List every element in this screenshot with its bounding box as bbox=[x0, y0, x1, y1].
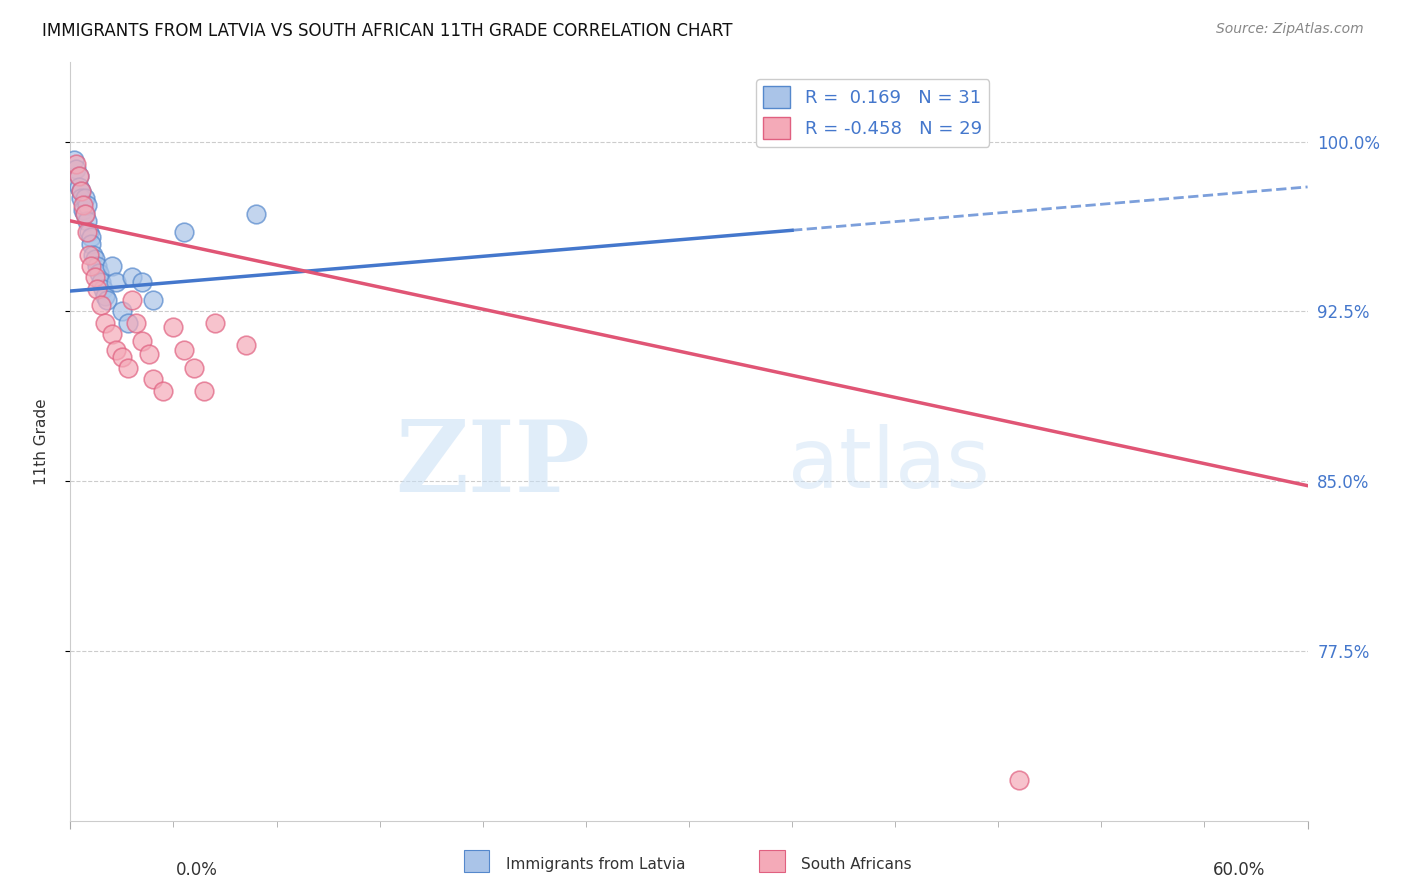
Point bbox=[94, 288, 117, 302]
Text: South Africans: South Africans bbox=[801, 857, 912, 871]
Point bbox=[111, 304, 134, 318]
Point bbox=[73, 207, 96, 221]
Point bbox=[67, 169, 90, 183]
Text: IMMIGRANTS FROM LATVIA VS SOUTH AFRICAN 11TH GRADE CORRELATION CHART: IMMIGRANTS FROM LATVIA VS SOUTH AFRICAN … bbox=[42, 22, 733, 40]
Point bbox=[77, 225, 100, 239]
Point bbox=[173, 343, 195, 357]
Point bbox=[138, 347, 160, 361]
Point bbox=[65, 157, 87, 171]
Point bbox=[94, 316, 117, 330]
Point bbox=[77, 248, 100, 262]
Point bbox=[76, 214, 98, 228]
Point bbox=[117, 361, 139, 376]
Point bbox=[142, 293, 165, 307]
Point bbox=[173, 225, 195, 239]
Point bbox=[76, 225, 98, 239]
Point bbox=[152, 384, 174, 398]
Point bbox=[1008, 772, 1031, 787]
Text: ZIP: ZIP bbox=[395, 416, 591, 513]
Point bbox=[86, 259, 108, 273]
Point bbox=[69, 191, 91, 205]
Point bbox=[111, 350, 134, 364]
Point bbox=[131, 275, 153, 289]
Point bbox=[69, 185, 91, 199]
Point bbox=[65, 161, 87, 176]
Point bbox=[63, 153, 86, 167]
Point bbox=[104, 343, 127, 357]
Point bbox=[162, 320, 184, 334]
Point bbox=[142, 372, 165, 386]
Text: atlas: atlas bbox=[787, 424, 990, 505]
Point bbox=[69, 185, 91, 199]
Point bbox=[204, 316, 226, 330]
Point bbox=[90, 275, 112, 289]
Point bbox=[121, 293, 143, 307]
Point bbox=[73, 191, 96, 205]
Point bbox=[67, 180, 90, 194]
Point bbox=[80, 229, 103, 244]
Point bbox=[90, 297, 112, 311]
Point bbox=[193, 384, 215, 398]
Point bbox=[245, 207, 267, 221]
Point bbox=[82, 248, 104, 262]
Point bbox=[91, 282, 114, 296]
Point bbox=[84, 270, 107, 285]
Point bbox=[89, 266, 111, 280]
Text: Source: ZipAtlas.com: Source: ZipAtlas.com bbox=[1216, 22, 1364, 37]
Point bbox=[100, 259, 122, 273]
Point bbox=[73, 207, 96, 221]
Point bbox=[84, 252, 107, 267]
Point bbox=[235, 338, 257, 352]
Point bbox=[76, 198, 98, 212]
Legend: R =  0.169   N = 31, R = -0.458   N = 29: R = 0.169 N = 31, R = -0.458 N = 29 bbox=[756, 79, 990, 146]
Point bbox=[117, 316, 139, 330]
Text: 60.0%: 60.0% bbox=[1213, 861, 1265, 879]
Point bbox=[131, 334, 153, 348]
Point bbox=[100, 326, 122, 341]
Point bbox=[72, 198, 94, 212]
Point bbox=[86, 282, 108, 296]
Y-axis label: 11th Grade: 11th Grade bbox=[35, 398, 49, 485]
Point bbox=[125, 316, 148, 330]
Point bbox=[104, 275, 127, 289]
Text: Immigrants from Latvia: Immigrants from Latvia bbox=[506, 857, 686, 871]
Point bbox=[80, 236, 103, 251]
Point bbox=[80, 259, 103, 273]
Point bbox=[183, 361, 205, 376]
Point bbox=[96, 293, 118, 307]
Text: 0.0%: 0.0% bbox=[176, 861, 218, 879]
Point bbox=[72, 202, 94, 217]
Point bbox=[67, 169, 90, 183]
Point bbox=[121, 270, 143, 285]
